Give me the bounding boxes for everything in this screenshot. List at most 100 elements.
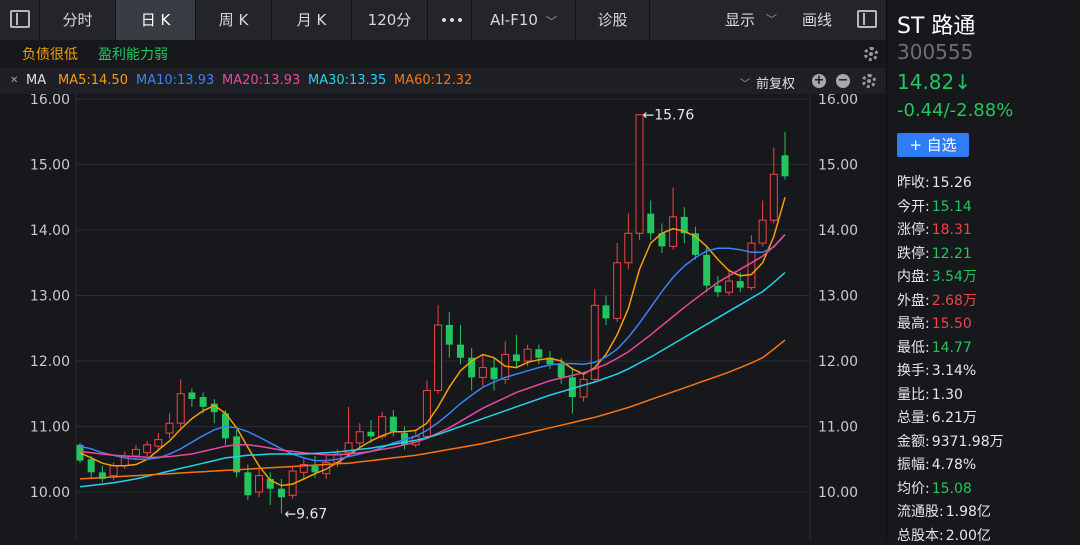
price-tick-label: 12.00 bbox=[30, 354, 70, 370]
candle-body bbox=[322, 462, 331, 475]
candle-body bbox=[725, 280, 734, 293]
candle bbox=[468, 347, 476, 391]
ma5-value: MA5:14.50 bbox=[58, 73, 128, 88]
quote-row: 昨收: 15.26 bbox=[897, 172, 972, 192]
zoom-out-icon[interactable]: − bbox=[836, 73, 850, 88]
candle-body bbox=[266, 478, 274, 489]
candle bbox=[244, 464, 252, 500]
panel-toggle-icon bbox=[857, 10, 877, 28]
candle-body bbox=[355, 431, 364, 444]
candle bbox=[714, 275, 722, 297]
stock-change: -0.44/-2.88% bbox=[897, 100, 1014, 121]
candle-body bbox=[311, 465, 319, 473]
candle-body bbox=[199, 397, 207, 407]
candle-body bbox=[87, 459, 95, 473]
tab-monthly-k[interactable]: 月 K bbox=[272, 0, 352, 40]
candle-body bbox=[613, 262, 622, 319]
add-watchlist-button[interactable]: + 自选 bbox=[897, 133, 969, 157]
draw-line-button[interactable]: 画线 bbox=[801, 11, 832, 29]
candle bbox=[635, 114, 644, 240]
quote-label: 均价: bbox=[897, 480, 930, 497]
quote-row: 最高: 15.50 bbox=[897, 313, 972, 333]
candle bbox=[579, 372, 588, 402]
candle bbox=[512, 334, 520, 368]
candle-body bbox=[188, 392, 196, 399]
ma-line-ma10 bbox=[79, 234, 786, 462]
ma-title: MA bbox=[26, 73, 47, 88]
candle-body bbox=[747, 242, 756, 289]
quote-value: 1.98亿 bbox=[945, 504, 991, 520]
candle-body bbox=[557, 364, 565, 378]
ai-f10-dropdown[interactable]: AI-F10 ﹀ bbox=[472, 0, 576, 40]
quote-row: 振幅: 4.78% bbox=[897, 454, 976, 474]
price-tick-label: 11.00 bbox=[30, 420, 70, 436]
adjust-mode-dropdown[interactable]: 前复权 bbox=[756, 77, 796, 92]
tab-120min[interactable]: 120分 bbox=[352, 0, 428, 40]
ma60-value: MA60:12.32 bbox=[394, 73, 473, 88]
display-dropdown[interactable]: 显示 ﹀ bbox=[650, 0, 786, 40]
gear-icon[interactable] bbox=[862, 74, 876, 88]
candle-body bbox=[422, 389, 431, 437]
toggle-left-panel-button[interactable] bbox=[0, 0, 40, 40]
candle bbox=[434, 305, 443, 394]
candle bbox=[411, 429, 420, 448]
candle bbox=[154, 433, 163, 452]
tag-weak-profit[interactable]: 盈利能力弱 bbox=[98, 47, 168, 63]
quote-row: 跌停: 12.21 bbox=[897, 243, 972, 263]
ai-f10-label: AI-F10 bbox=[490, 11, 538, 29]
candle-body bbox=[210, 403, 218, 413]
candle-body bbox=[658, 233, 666, 247]
candle bbox=[165, 413, 174, 439]
candle-body bbox=[98, 472, 106, 479]
candle bbox=[255, 469, 264, 498]
ma-lines bbox=[79, 197, 786, 488]
more-periods-button[interactable] bbox=[428, 0, 472, 40]
tag-low-debt[interactable]: 负债很低 bbox=[22, 47, 78, 63]
quote-value: 15.50 bbox=[931, 316, 972, 332]
quote-row: 量比: 1.30 bbox=[897, 384, 963, 404]
price-axis: 16.00 16.00 15.00 15.00 14.00 14.00 13.00 13.00… bbox=[30, 94, 858, 501]
price-tick-label: 15.00 bbox=[818, 158, 858, 174]
candle bbox=[535, 344, 543, 365]
candle-body bbox=[490, 367, 498, 380]
quote-row: 均价: 15.08 bbox=[897, 478, 972, 498]
candle-body bbox=[109, 465, 118, 477]
quote-label: 涨停: bbox=[897, 222, 930, 238]
stock-price: 14.82↓ bbox=[897, 70, 972, 94]
candle bbox=[445, 311, 453, 358]
ma10-value: MA10:13.93 bbox=[136, 73, 215, 88]
quote-value: 4.78% bbox=[931, 457, 977, 473]
quote-label: 总股本: bbox=[897, 527, 944, 544]
quote-row: 外盘: 2.68万 bbox=[897, 290, 977, 310]
quote-row: 内盘: 3.54万 bbox=[897, 266, 977, 286]
price-tick-label: 10.00 bbox=[818, 485, 858, 501]
chevron-down-icon[interactable]: ﹀ bbox=[740, 79, 750, 90]
quote-value: 6.21万 bbox=[931, 410, 977, 426]
candle bbox=[546, 351, 554, 369]
candle-body bbox=[233, 436, 241, 473]
quote-value: 14.77 bbox=[931, 339, 972, 356]
price-tick-label: 16.00 bbox=[818, 94, 858, 108]
candle-body bbox=[758, 219, 767, 244]
candle-body bbox=[456, 344, 464, 358]
tab-daily-k[interactable]: 日 K bbox=[116, 0, 196, 40]
gear-icon[interactable] bbox=[864, 47, 878, 61]
toggle-right-panel-button[interactable] bbox=[848, 0, 886, 40]
ma20-value: MA20:13.93 bbox=[222, 73, 301, 88]
tab-weekly-k[interactable]: 周 K bbox=[196, 0, 272, 40]
candle-body bbox=[367, 431, 375, 437]
quote-label: 跌停: bbox=[897, 245, 930, 262]
price-tick-label: 15.00 bbox=[30, 158, 70, 174]
candle-body bbox=[154, 439, 163, 447]
candle-body bbox=[680, 216, 688, 234]
candlestick-chart[interactable]: 16.00 16.00 15.00 15.00 14.00 14.00 13.00 13.00… bbox=[0, 94, 886, 541]
display-label: 显示 bbox=[725, 11, 756, 29]
diagnose-button[interactable]: 诊股 bbox=[576, 0, 650, 40]
candle-body bbox=[691, 233, 699, 255]
high-price-annotation: ←15.76 bbox=[643, 108, 695, 124]
collapse-icon[interactable]: ✕ bbox=[10, 75, 19, 86]
zoom-in-icon[interactable]: + bbox=[812, 73, 826, 88]
tab-minute[interactable]: 分时 bbox=[40, 0, 116, 40]
candle bbox=[266, 472, 274, 506]
candle bbox=[87, 455, 95, 478]
